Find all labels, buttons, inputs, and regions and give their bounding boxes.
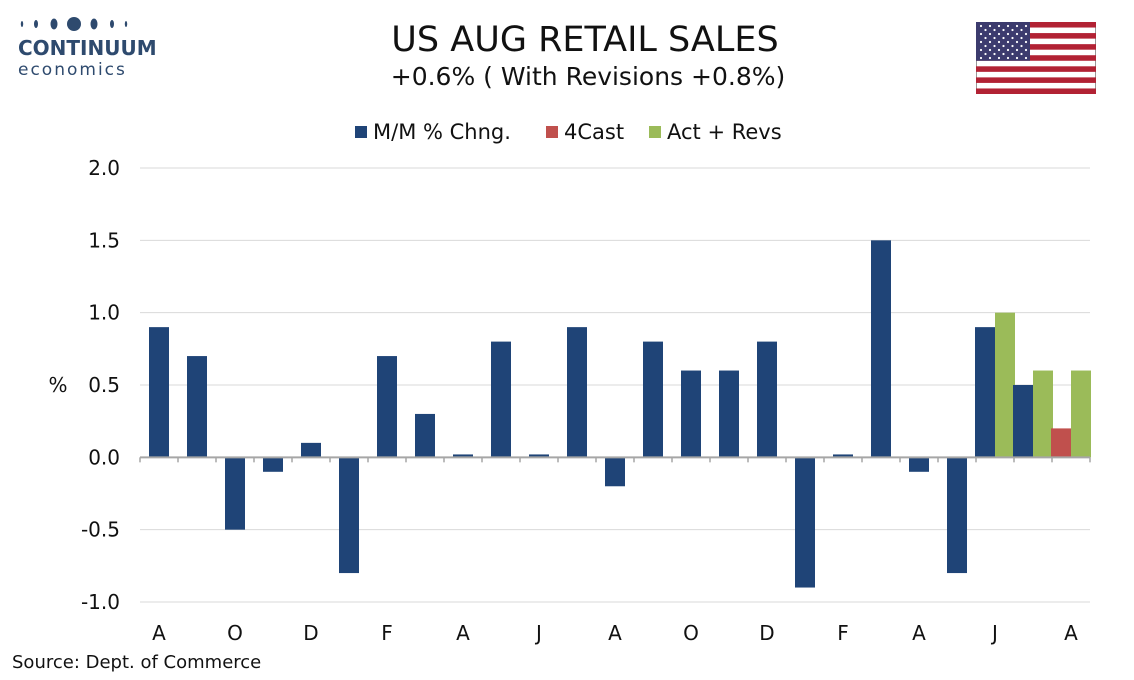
us-flag-icon xyxy=(976,22,1096,94)
y-tick-label: 1.0 xyxy=(88,301,120,325)
bar-mm xyxy=(149,327,169,458)
bar-mm xyxy=(643,341,663,458)
bar-act-revs xyxy=(1071,370,1091,458)
legend-label-mm: M/M % Chng. xyxy=(373,120,511,144)
bar-mm xyxy=(833,454,853,458)
bar-mm xyxy=(187,356,207,458)
source-note: Source: Dept. of Commerce xyxy=(12,652,262,673)
x-tick-label: D xyxy=(759,621,774,645)
y-tick-label: 2.0 xyxy=(88,156,120,180)
bar-mm xyxy=(871,240,891,458)
grid-lines xyxy=(140,167,1090,603)
x-tick-label: D xyxy=(303,621,318,645)
y-tick-label: -0.5 xyxy=(81,518,120,542)
x-tick-label: A xyxy=(912,621,926,645)
x-tick-label: F xyxy=(837,621,849,645)
chart-subtitle: +0.6% ( With Revisions +0.8%) xyxy=(390,62,786,91)
logo-name: CONTINUUM xyxy=(18,36,157,60)
bar-mm xyxy=(681,370,701,458)
logo-dots-icon xyxy=(20,17,128,31)
bar-mm xyxy=(301,442,321,458)
legend-label-act-revs: Act + Revs xyxy=(667,120,782,144)
y-tick-label: 1.5 xyxy=(88,228,120,252)
x-tick-label: O xyxy=(683,621,699,645)
x-tick-label: A xyxy=(152,621,166,645)
chart-title: US AUG RETAIL SALES xyxy=(391,20,779,60)
logo-sub: economics xyxy=(18,60,127,80)
legend-item-mm: M/M % Chng. xyxy=(355,120,511,144)
x-tick-label: J xyxy=(534,621,542,645)
bar-mm xyxy=(339,457,359,574)
legend-item-act-revs: Act + Revs xyxy=(649,120,782,144)
bar-mm xyxy=(415,413,435,458)
bar-act-revs xyxy=(1033,370,1053,458)
legend-label-4cast: 4Cast xyxy=(564,120,625,144)
bar-mm xyxy=(453,454,473,458)
x-tick-label: O xyxy=(227,621,243,645)
bar-mm xyxy=(719,370,739,458)
bar-mm xyxy=(757,341,777,458)
axes xyxy=(139,456,1091,463)
x-tick-label: A xyxy=(456,621,470,645)
bar-mm xyxy=(975,327,995,458)
y-tick-label: 0.0 xyxy=(88,445,120,469)
axis-labels: 2.0 1.5 1.0 0.5 0.0 -0.5 -1.0% A O D F A J A O D F A J A xyxy=(48,156,1078,645)
continuum-logo: CONTINUUM economics xyxy=(12,14,157,80)
bar-mm xyxy=(491,341,511,458)
y-tick-label: 0.5 xyxy=(88,373,120,397)
bar-mm xyxy=(1013,385,1033,458)
bar-mm xyxy=(947,457,967,574)
legend-swatch-mm xyxy=(355,126,367,138)
bar-act-revs xyxy=(995,312,1015,458)
x-tick-label: A xyxy=(1064,621,1078,645)
legend-swatch-4cast xyxy=(546,126,558,138)
x-tick-label: A xyxy=(608,621,622,645)
chart-legend: M/M % Chng. 4Cast Act + Revs xyxy=(0,120,1134,144)
x-tick-label: F xyxy=(381,621,393,645)
bars xyxy=(149,240,1091,588)
x-tick-label: J xyxy=(990,621,998,645)
y-axis-label: % xyxy=(48,373,67,397)
bar-4cast xyxy=(1051,428,1071,458)
bar-mm xyxy=(263,457,283,472)
bar-mm xyxy=(567,327,587,458)
y-tick-label: -1.0 xyxy=(81,590,120,614)
bar-mm xyxy=(377,356,397,458)
bar-mm xyxy=(909,457,929,472)
bar-mm xyxy=(529,454,549,458)
bar-mm xyxy=(795,457,815,588)
bar-mm xyxy=(225,457,245,530)
legend-swatch-act-revs xyxy=(649,126,661,138)
legend-item-4cast: 4Cast xyxy=(546,120,624,144)
bar-mm xyxy=(605,457,625,487)
